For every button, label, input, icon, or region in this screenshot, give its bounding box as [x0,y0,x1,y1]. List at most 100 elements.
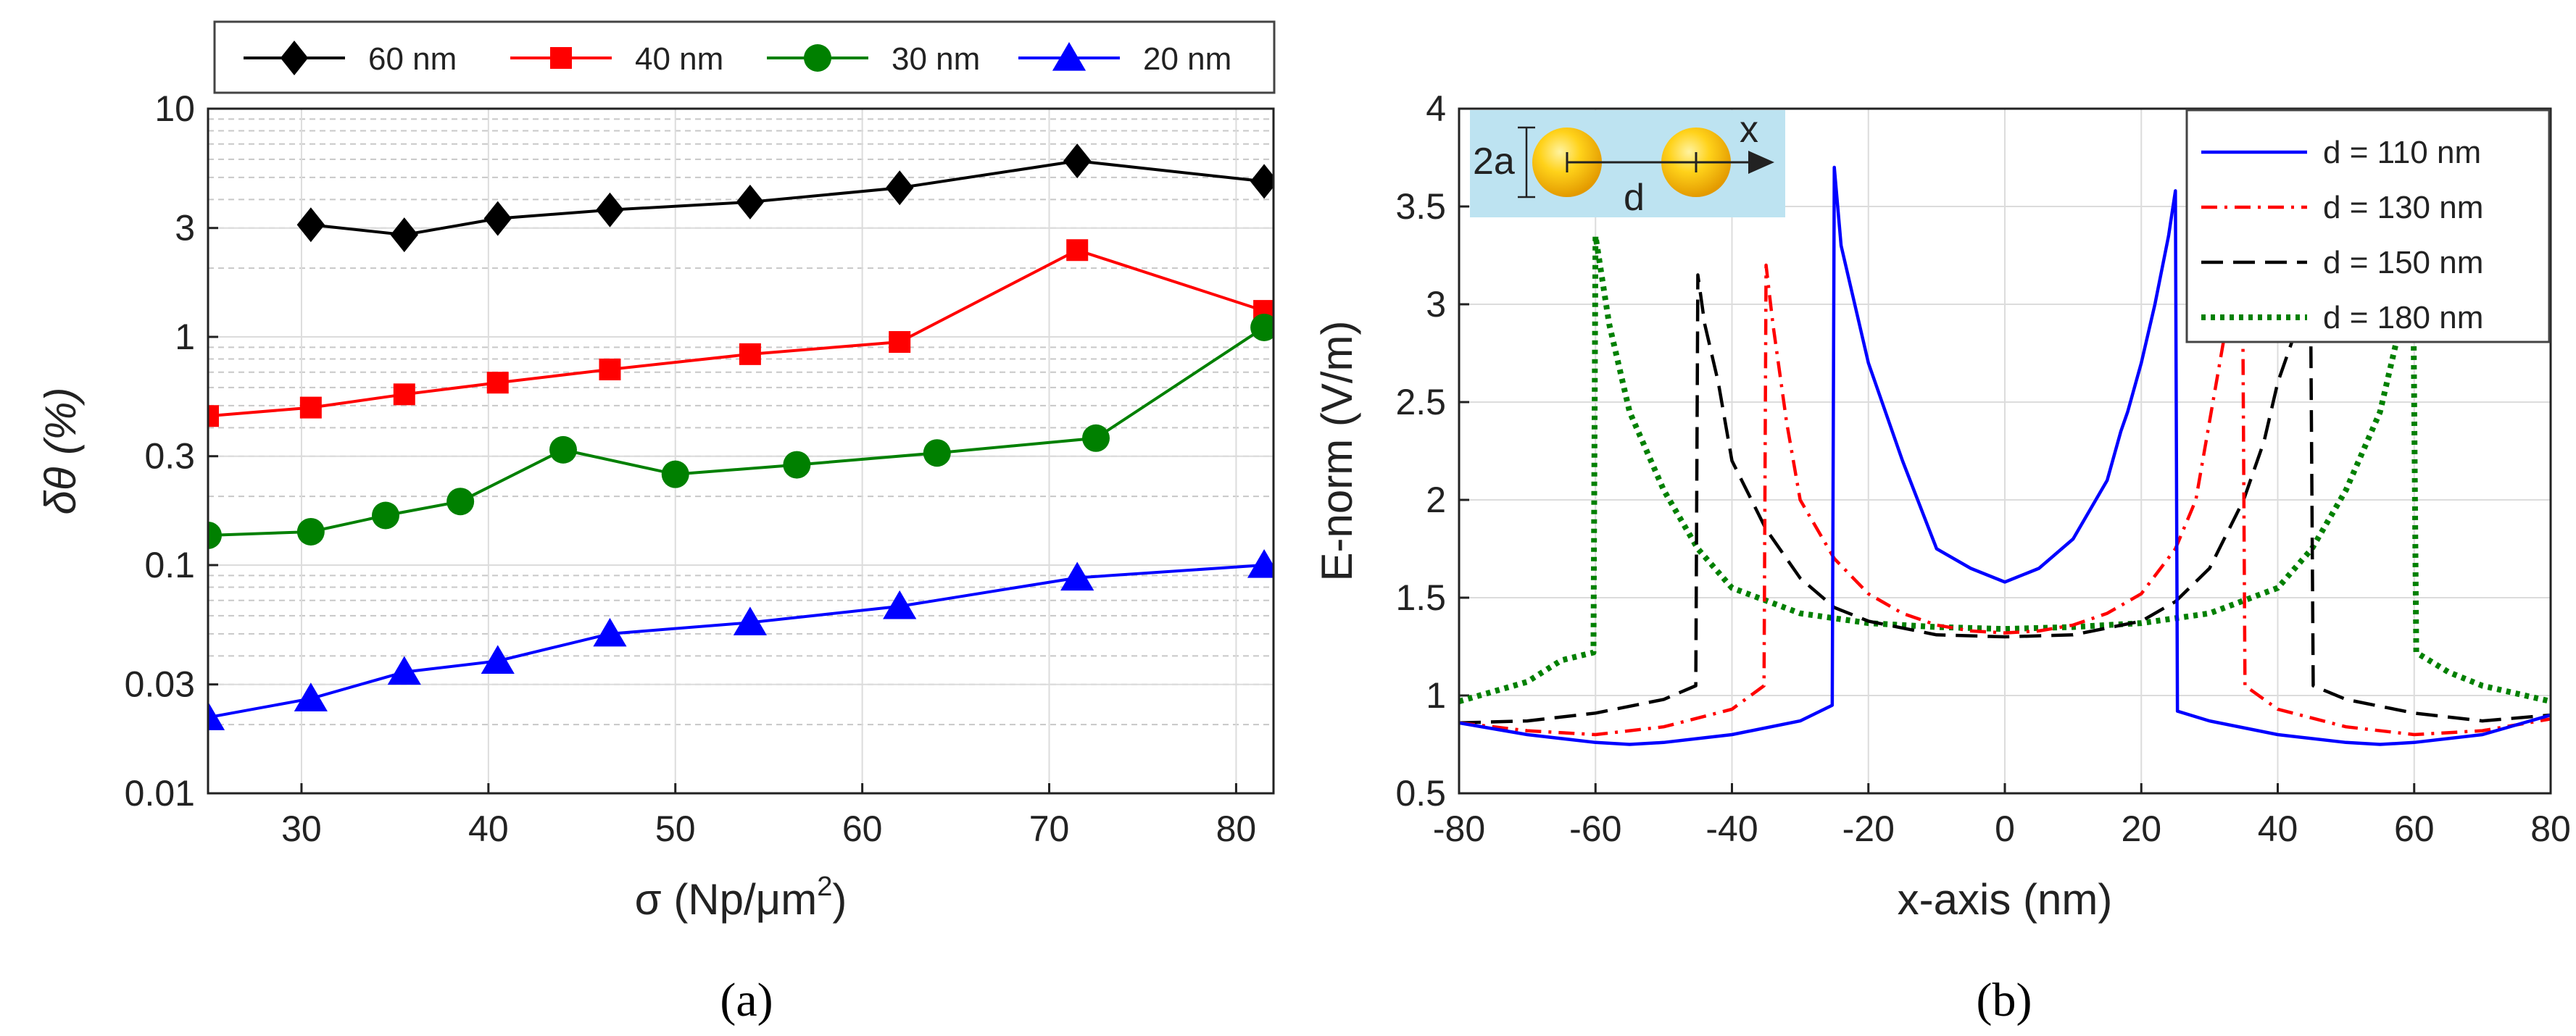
data-point-a [294,682,328,711]
series-line-a [310,159,1265,237]
x-axis-label-main: σ (Np/μm [635,875,818,924]
y-tick-label-b: 3.5 [1395,186,1446,227]
legend-item-b-2: d = 150 nm [2201,245,2483,280]
y-axis-label-a: δθ (%) [36,388,85,515]
data-point-a [596,192,624,227]
data-point-a [1082,424,1110,452]
series-line-a [208,326,1266,537]
legend-item-b-0: d = 110 nm [2201,135,2481,170]
legend-item-a-0: 60 nm [244,41,457,77]
y-tick-label-a: 1 [175,317,195,357]
axes-box-a [207,107,1275,795]
x-tick-label-a: 80 [1216,809,1257,849]
y-tick-label-a: 0.1 [144,545,195,585]
x-tick-label-b: -80 [1433,809,1485,849]
series-a-0 [296,143,1274,253]
axes-box-b [1458,107,2552,795]
legend-marker-a [804,44,831,72]
legend-label-b: d = 180 nm [2323,300,2483,335]
legend-marker-a [280,41,309,75]
inset-distance-label: d [1624,177,1645,219]
series-line-b-0 [1459,165,2551,746]
x-tick-label-a: 50 [655,809,696,849]
legend-marker-a [550,47,572,69]
inset-schematic: 2a d x [1470,109,1785,219]
x-axis-label-sup: 2 [817,872,832,902]
series-a-1 [208,239,1274,427]
legend-label-a: 40 nm [635,41,723,77]
data-point-a [739,343,761,365]
data-point-a [390,217,418,253]
data-point-a [549,435,577,464]
data-point-a [296,207,325,243]
data-point-a [1247,549,1274,578]
data-point-a [446,488,475,516]
y-tick-label-a: 10 [154,88,195,129]
legend-label-b: d = 150 nm [2323,245,2483,280]
x-tick-label-b: 60 [2394,809,2435,849]
legend-item-a-3: 20 nm [1018,41,1231,77]
y-tick-label-a: 3 [175,208,195,248]
legend-label-b: d = 130 nm [2323,190,2483,225]
x-tick-label-a: 40 [468,809,509,849]
inset-size-label: 2a [1473,141,1515,183]
x-tick-label-b: 80 [2530,809,2571,849]
x-tick-label-a: 30 [281,809,322,849]
x-tick-label-a: 70 [1029,809,1070,849]
data-point-a [299,396,322,419]
data-point-a [783,451,811,479]
data-point-a [889,331,911,354]
x-tick-label-b: 0 [1995,809,2015,849]
series-line-a [208,564,1265,719]
data-point-a [483,201,512,236]
y-tick-label-a: 0.03 [125,664,195,705]
data-point-a [736,184,765,220]
legend-item-b-3: d = 180 nm [2201,300,2483,335]
y-tick-label-b: 1.5 [1395,577,1446,618]
y-tick-label-b: 2.5 [1395,382,1446,422]
panel-label-a: (a) [720,974,773,1027]
series-a-2 [208,313,1274,549]
data-point-a [296,517,325,546]
x-tick-label-b: 40 [2258,809,2298,849]
legend-b: d = 110 nm d = 130 nm d = 150 nm d = 180 nm [2185,109,2551,343]
chart-b: 0.5 1 1.5 2 2.5 3 3.5 4 -80 -60 -40 -20 0 20 40 60 80 x-a… [1313,88,2571,1027]
x-tick-label-b: -60 [1569,809,1621,849]
y-axis-label-b: E-norm (V/m) [1313,321,1361,582]
x-tick-label-b: -40 [1705,809,1758,849]
x-tick-label-b: -20 [1842,809,1895,849]
y-tick-label-a: 0.3 [144,436,195,477]
y-tick-label-b: 4 [1426,88,1446,129]
y-tick-label-a: 0.01 [125,773,195,814]
legend-marker-a [1052,42,1087,71]
inset-arrowhead [1748,151,1774,174]
legend-a: 60 nm 40 nm 30 nm 20 nm [213,20,1276,94]
data-point-a [1060,561,1094,591]
data-point-a [886,170,914,206]
data-point-a [923,439,951,467]
legend-label-a: 30 nm [892,41,980,77]
chart-a: 0.01 0.03 0.1 0.3 1 3 10 30 40 50 60 70 80 σ (Np/μm2)… [36,20,1276,1027]
x-axis-label-a: σ (Np/μm2) [635,872,847,924]
y-tick-label-b: 0.5 [1395,773,1446,814]
legend-item-b-1: d = 130 nm [2201,190,2483,225]
y-tick-label-b: 1 [1426,675,1446,716]
data-point-a [208,405,219,427]
y-tick-label-b: 3 [1426,284,1446,325]
x-tick-label-a: 60 [842,809,883,849]
panel-label-b: (b) [1977,974,2032,1027]
data-point-a [883,590,917,619]
series-a-3 [208,549,1274,730]
data-point-a [481,645,515,674]
data-point-a [208,701,225,730]
data-point-a [372,501,399,530]
data-point-a [208,521,222,549]
data-point-a [593,617,627,647]
grid-a [208,108,1274,794]
x-axis-label-b: x-axis (nm) [1898,875,2113,924]
legend-label-a: 60 nm [368,41,457,77]
data-point-a [1066,239,1089,262]
data-point-a [1063,143,1092,179]
series-line-b-2 [1459,273,2551,725]
